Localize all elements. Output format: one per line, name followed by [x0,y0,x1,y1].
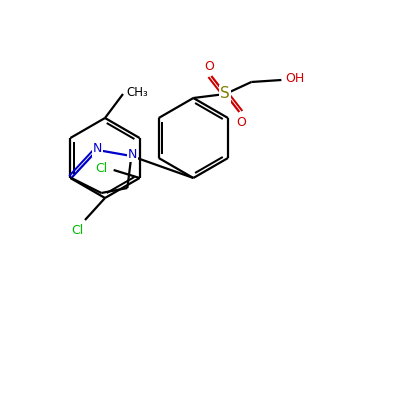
Text: S: S [220,86,230,102]
Text: N: N [128,148,137,160]
Text: Cl: Cl [96,162,108,174]
Text: Cl: Cl [71,224,83,236]
Text: OH: OH [286,72,305,86]
Text: O: O [204,60,214,72]
Text: CH₃: CH₃ [126,86,148,100]
Text: N: N [93,142,102,156]
Text: O: O [236,116,246,128]
